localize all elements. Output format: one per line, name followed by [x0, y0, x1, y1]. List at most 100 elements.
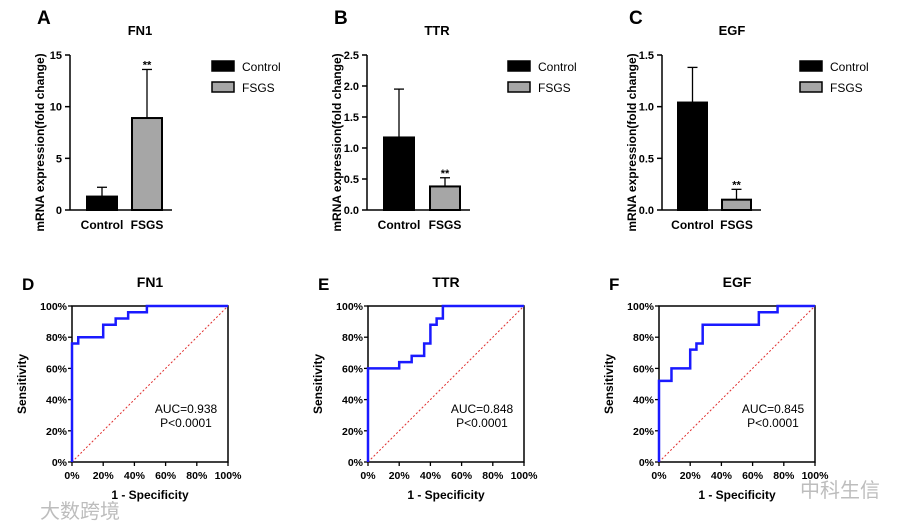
panel-label: B [334, 8, 348, 29]
x-tick-label: 40% [711, 470, 733, 482]
chart-title: FN1 [128, 23, 153, 38]
y-tick-label: 80% [633, 332, 655, 344]
y-tick-label: 0% [52, 457, 68, 469]
x-tick-label: FSGS [131, 218, 164, 232]
y-tick-label: 100% [336, 301, 364, 313]
x-tick-label: 80% [186, 470, 208, 482]
x-tick-label: 0% [64, 470, 80, 482]
reference-line [71, 305, 229, 463]
x-tick-label: FSGS [720, 218, 753, 232]
y-tick-label: 2.5 [344, 50, 359, 62]
bar-fsgs [429, 185, 461, 212]
significance-marker: ** [441, 168, 450, 180]
y-tick-label: 10 [50, 102, 62, 114]
y-tick-label: 0.0 [344, 205, 359, 217]
roc-curve [657, 304, 815, 462]
legend-label: Control [538, 60, 577, 74]
x-tick-label: 20% [93, 470, 115, 482]
legend-label: Control [242, 60, 281, 74]
x-tick-label: 100% [511, 470, 539, 482]
y-tick-label: 40% [46, 395, 68, 407]
x-axis-label: 1 - Specificity [698, 488, 776, 502]
auc-label: AUC=0.848 [451, 402, 514, 416]
panel-d: D FN1 Sensitivity 1 - Specificity 0%0% 20% 20%… [15, 274, 242, 502]
chart-title: EGF [719, 23, 746, 38]
y-tick-label: 20% [342, 426, 364, 438]
auc-label: AUC=0.938 [155, 402, 218, 416]
legend-swatch [211, 60, 235, 72]
x-tick-label: 60% [742, 470, 764, 482]
x-tick-label: 20% [680, 470, 702, 482]
legend-swatch [211, 81, 235, 93]
x-tick-label: 80% [482, 470, 504, 482]
x-tick-label: 20% [389, 470, 411, 482]
x-tick-label: 100% [215, 470, 243, 482]
reference-line [367, 305, 525, 463]
x-tick-label: 40% [420, 470, 442, 482]
roc-curve [366, 304, 524, 462]
bar-control [383, 136, 415, 212]
panel-label: F [609, 275, 619, 294]
x-tick-label: Control [378, 218, 421, 232]
y-tick-label: 60% [46, 363, 68, 375]
panel-e: E TTR Sensitivity 1 - Specificity 0%0% 20% 20%… [311, 274, 538, 502]
y-tick-label: 1.0 [344, 143, 359, 155]
reference-line [658, 305, 816, 463]
y-tick-label: 20% [633, 426, 655, 438]
legend-label: Control [830, 60, 869, 74]
y-axis-label: mRNA expression(fold change) [33, 53, 47, 231]
panel-label: C [629, 8, 643, 29]
y-tick-label: 60% [633, 363, 655, 375]
x-tick-label: 40% [124, 470, 146, 482]
roc-curve [70, 304, 228, 462]
legend-swatch [799, 60, 823, 72]
y-tick-label: 40% [342, 395, 364, 407]
y-tick-label: 100% [627, 301, 655, 313]
x-tick-label: 60% [451, 470, 473, 482]
y-axis-label: Sensitivity [15, 354, 29, 414]
p-value-label: P<0.0001 [747, 416, 799, 430]
x-tick-label: 0% [651, 470, 667, 482]
y-tick-label: 100% [40, 301, 68, 313]
panel-label: E [318, 275, 329, 294]
x-axis-label: 1 - Specificity [111, 488, 189, 502]
watermark-left: 大数跨境 [40, 499, 120, 523]
y-tick-label: 15 [50, 50, 62, 62]
auc-label: AUC=0.845 [742, 402, 805, 416]
x-tick-label: 80% [773, 470, 795, 482]
chart-title: TTR [432, 274, 459, 290]
x-axis-label: 1 - Specificity [407, 488, 485, 502]
y-tick-label: 80% [342, 332, 364, 344]
y-tick-label: 1.0 [639, 102, 654, 114]
y-axis-label: Sensitivity [311, 354, 325, 414]
y-tick-label: 0% [639, 457, 655, 469]
panel-label: D [22, 275, 34, 294]
p-value-label: P<0.0001 [160, 416, 212, 430]
x-tick-label: 100% [802, 470, 830, 482]
bar-control [677, 101, 708, 211]
y-tick-label: 5 [56, 153, 62, 165]
x-tick-label: 60% [155, 470, 177, 482]
y-axis-label: mRNA expression(fold change) [625, 53, 639, 231]
significance-marker: ** [732, 179, 741, 191]
p-value-label: P<0.0001 [456, 416, 508, 430]
panel-c: C EGF mRNA expression(fold change) 0.0 0.5 1.… [625, 8, 869, 232]
bar-fsgs [721, 198, 752, 212]
legend-label: FSGS [242, 81, 275, 95]
legend-swatch [507, 81, 531, 93]
y-tick-label: 20% [46, 426, 68, 438]
panel-b: B TTR mRNA expression(fold change) 0.0 0.5 1.… [330, 8, 577, 232]
legend-label: FSGS [538, 81, 571, 95]
chart-title: EGF [723, 274, 752, 290]
chart-title: FN1 [137, 274, 164, 290]
y-tick-label: 1.5 [639, 50, 654, 62]
x-tick-label: Control [81, 218, 124, 232]
x-tick-label: 0% [360, 470, 376, 482]
panel-label: A [37, 8, 51, 29]
chart-title: TTR [424, 23, 450, 38]
panel-f: F EGF Sensitivity 1 - Specificity 0%0% 20% 20%… [602, 274, 829, 502]
x-tick-label: Control [671, 218, 714, 232]
y-axis-label: Sensitivity [602, 354, 616, 414]
significance-marker: ** [143, 59, 152, 71]
bar-fsgs [131, 117, 163, 211]
